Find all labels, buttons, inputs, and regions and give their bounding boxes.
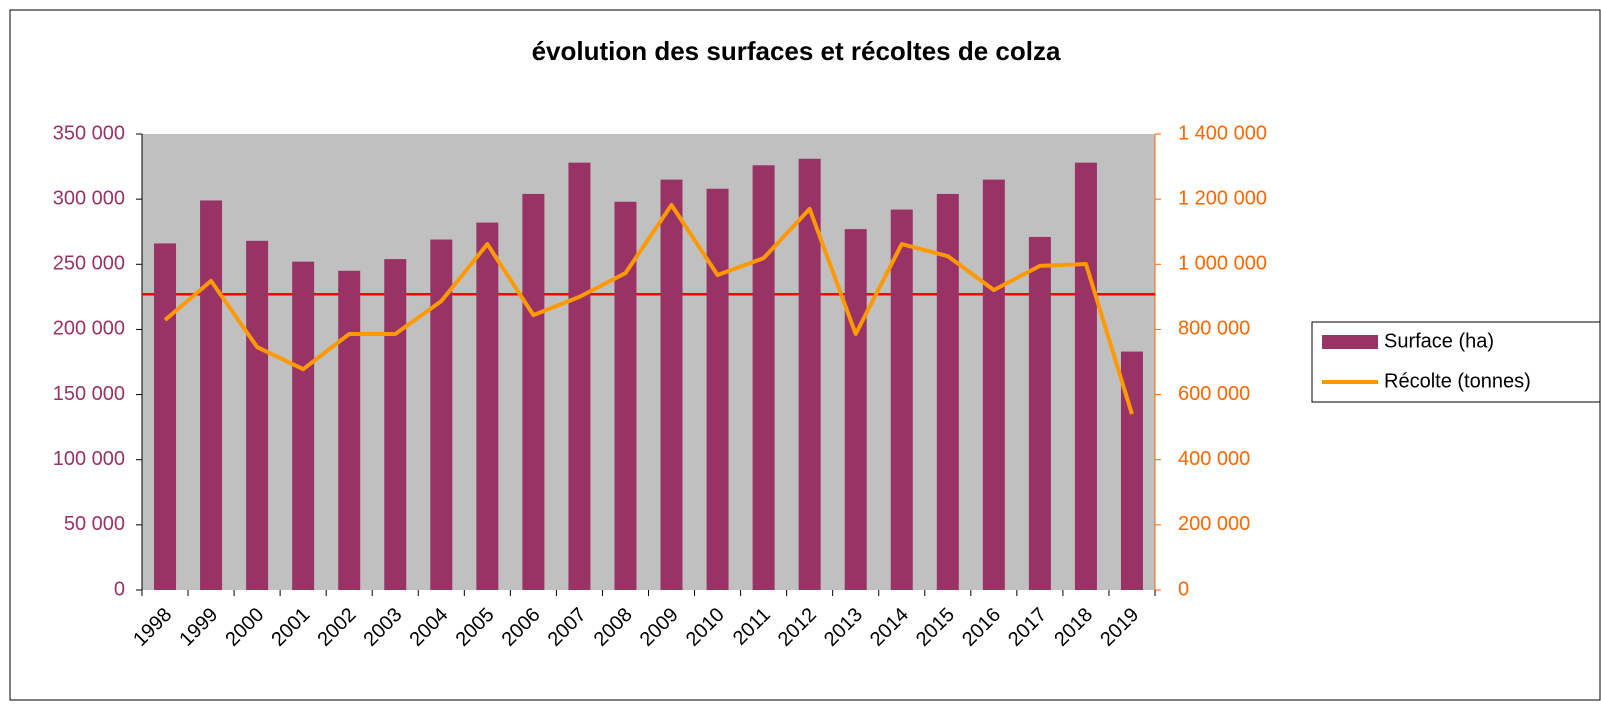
line <box>163 203 1134 415</box>
bar <box>200 200 223 590</box>
bar <box>1120 351 1143 590</box>
y2-tick-label: 200 000 <box>1178 513 1250 535</box>
bar <box>1074 162 1097 591</box>
bar <box>936 193 959 590</box>
bar <box>982 179 1005 590</box>
y2-tick-label: 600 000 <box>1178 383 1250 405</box>
y-tick-label: 300 000 <box>53 187 125 209</box>
y-tick-label: 0 <box>114 578 125 600</box>
bar <box>798 158 821 591</box>
bar <box>1028 236 1051 590</box>
bar <box>246 240 269 590</box>
y-tick-label: 350 000 <box>53 122 125 144</box>
legend-label: Récolte (tonnes) <box>1384 370 1531 392</box>
bar <box>706 188 729 590</box>
y2-tick-label: 1 400 000 <box>1178 122 1267 144</box>
bar <box>476 222 499 590</box>
legend-swatch <box>1322 335 1378 349</box>
bar <box>844 229 867 590</box>
y2-tick-label: 800 000 <box>1178 318 1250 340</box>
y-tick-label: 150 000 <box>53 383 125 405</box>
bar <box>568 162 591 591</box>
bar <box>154 243 177 590</box>
y2-tick-label: 1 200 000 <box>1178 187 1267 209</box>
bar <box>384 259 407 590</box>
bar <box>338 270 361 590</box>
y-tick-label: 50 000 <box>64 513 125 535</box>
y-tick-label: 250 000 <box>53 253 125 275</box>
bar <box>752 165 775 591</box>
bar <box>660 179 683 590</box>
bar <box>614 201 637 590</box>
bar <box>890 209 913 590</box>
y-tick-label: 200 000 <box>53 318 125 340</box>
legend-label: Surface (ha) <box>1384 330 1494 352</box>
bar <box>430 239 453 590</box>
bar <box>292 261 315 590</box>
chart-title: évolution des surfaces et récoltes de co… <box>532 36 1061 66</box>
y2-tick-label: 1 000 000 <box>1178 253 1267 275</box>
y-tick-label: 100 000 <box>53 448 125 470</box>
y2-tick-label: 400 000 <box>1178 448 1250 470</box>
bar <box>522 193 545 590</box>
y2-tick-label: 0 <box>1178 578 1189 600</box>
